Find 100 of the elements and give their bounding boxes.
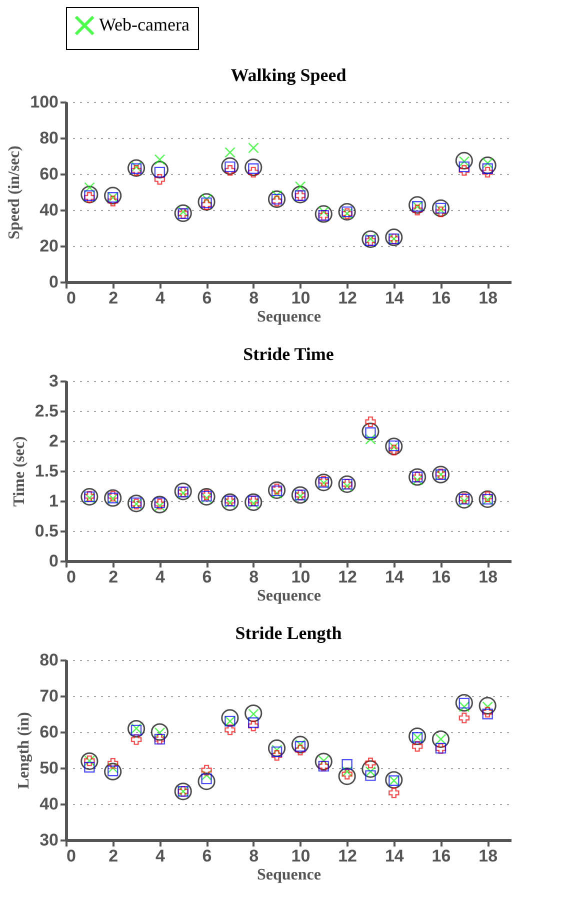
point <box>365 416 376 428</box>
point <box>314 205 332 223</box>
x-tick-label: 6 <box>202 568 212 586</box>
point <box>268 739 286 757</box>
point <box>80 488 98 506</box>
point <box>365 434 376 445</box>
point <box>338 475 356 493</box>
point <box>385 771 403 789</box>
point <box>150 723 168 741</box>
point <box>408 468 426 486</box>
y-tick-label: 0 <box>49 272 58 292</box>
y-tick-label: 1 <box>49 492 58 510</box>
point <box>198 488 216 506</box>
x-tick-label: 10 <box>291 846 310 866</box>
x-tick-label: 16 <box>432 288 451 308</box>
x-tick-label: 8 <box>249 846 259 866</box>
point <box>478 490 496 508</box>
point <box>198 193 216 211</box>
legend-label: Web-camera <box>99 14 190 34</box>
x-tick-label: 14 <box>384 846 404 866</box>
y-tick-label: 0 <box>49 552 58 570</box>
x-tick-label: 12 <box>338 288 358 308</box>
point <box>154 174 166 185</box>
x-tick-label: 4 <box>155 288 166 308</box>
point <box>127 720 146 738</box>
point <box>268 190 286 208</box>
point <box>80 752 98 770</box>
point <box>150 496 168 514</box>
point <box>130 734 142 745</box>
point <box>432 730 450 748</box>
point <box>221 157 239 175</box>
x-axis-title: Sequence <box>257 866 321 884</box>
point <box>224 724 236 736</box>
y-tick-label: 20 <box>40 236 58 256</box>
point <box>314 752 332 770</box>
point <box>458 165 470 176</box>
point <box>248 717 259 728</box>
point <box>338 203 356 221</box>
y-tick-label: 1.5 <box>34 462 58 480</box>
x-tick-label: 0 <box>66 568 76 586</box>
y-tick-label: 2 <box>49 432 58 450</box>
point <box>271 750 282 761</box>
point <box>154 154 166 165</box>
point <box>365 770 376 781</box>
point <box>362 230 380 248</box>
y-tick-label: 0.5 <box>34 522 58 540</box>
x-tick-label: 2 <box>108 288 118 308</box>
point <box>248 142 259 154</box>
point <box>174 482 192 500</box>
point <box>221 709 239 727</box>
point <box>150 160 168 178</box>
point <box>108 758 118 769</box>
y-tick-label: 80 <box>40 128 58 148</box>
point <box>362 422 380 440</box>
point <box>201 770 212 781</box>
x-tick-label: 2 <box>108 846 118 866</box>
x-tick-label: 18 <box>478 568 498 586</box>
y-tick-label: 40 <box>40 200 58 220</box>
point <box>458 161 470 172</box>
x-tick-label: 8 <box>249 288 259 308</box>
point <box>408 196 426 214</box>
point <box>174 782 192 800</box>
point <box>127 494 146 512</box>
point <box>201 764 212 776</box>
x-tick-label: 16 <box>432 846 451 866</box>
x-tick-label: 14 <box>384 288 404 308</box>
point <box>174 204 192 222</box>
point <box>455 491 473 509</box>
point <box>478 156 496 174</box>
point <box>104 762 122 780</box>
point <box>342 759 352 770</box>
point <box>104 489 122 507</box>
y-axis-title: Length (in) <box>16 712 33 789</box>
point <box>455 152 473 170</box>
point <box>248 720 259 732</box>
point <box>362 760 380 778</box>
point <box>268 481 286 499</box>
y-tick-label: 40 <box>40 794 58 814</box>
point <box>482 166 493 178</box>
x-tick-label: 4 <box>155 568 166 586</box>
x-tick-label: 4 <box>155 846 166 866</box>
point <box>385 228 403 246</box>
x-tick-label: 16 <box>432 568 451 586</box>
point <box>291 186 310 204</box>
x-axis-title: Sequence <box>257 308 321 326</box>
x-tick-label: 12 <box>338 846 358 866</box>
point <box>224 147 236 158</box>
point <box>221 493 239 511</box>
point <box>338 767 356 786</box>
y-tick-label: 60 <box>40 164 58 184</box>
chart-title: Walking Speed <box>230 65 346 85</box>
x-tick-label: 6 <box>202 846 212 866</box>
point <box>291 736 310 754</box>
y-axis-title: Speed (in/sec) <box>6 146 24 240</box>
y-tick-label: 70 <box>40 686 58 706</box>
point <box>127 159 146 177</box>
x-tick-label: 12 <box>338 568 358 586</box>
y-tick-label: 60 <box>40 722 58 742</box>
point <box>244 493 262 511</box>
point <box>291 486 310 504</box>
